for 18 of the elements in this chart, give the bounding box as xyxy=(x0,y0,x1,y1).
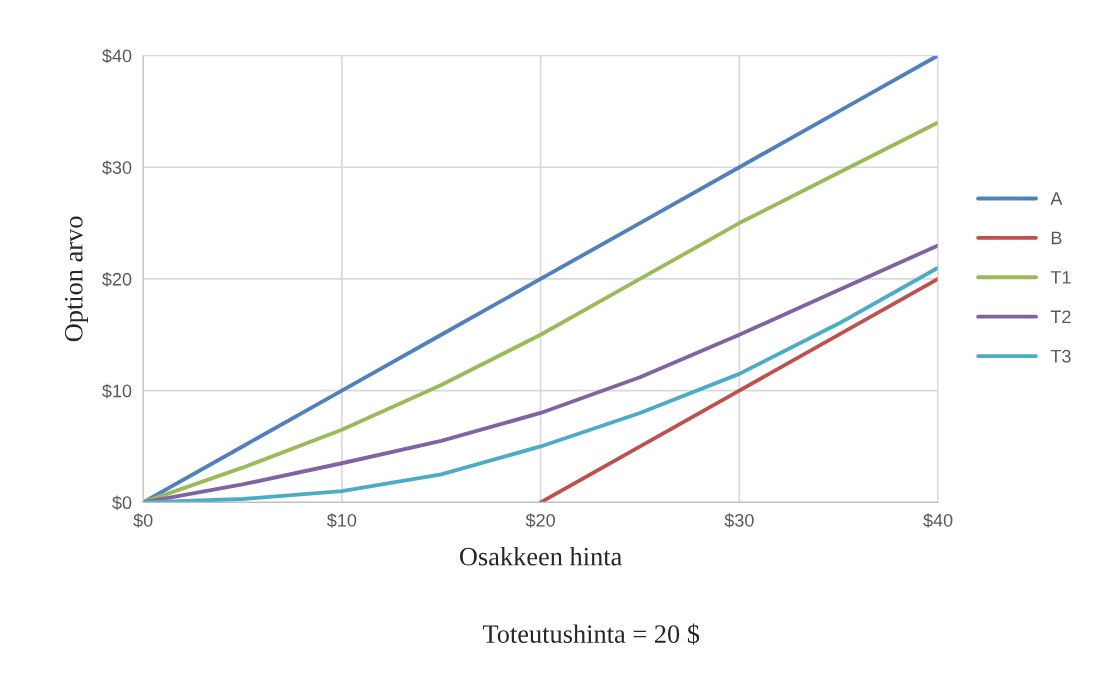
y-tick-label: $20 xyxy=(102,272,132,287)
x-tick-label: $40 xyxy=(923,513,953,528)
legend-label: T3 xyxy=(1050,349,1071,363)
y-tick-label: $10 xyxy=(102,383,132,399)
x-axis-title: Osakkeen hinta xyxy=(459,546,622,566)
x-tick-label: $0 xyxy=(133,513,153,528)
y-axis-title: Option arvo xyxy=(64,216,89,342)
y-tick-label: $40 xyxy=(102,48,132,64)
legend-label: B xyxy=(1051,231,1062,245)
y-tick-label: $0 xyxy=(112,495,132,511)
x-tick-label: $10 xyxy=(326,513,357,528)
legend-label: A xyxy=(1050,192,1063,205)
legend-label: T2 xyxy=(1050,310,1071,323)
x-tick-label: $20 xyxy=(525,513,555,528)
legend-label: T1 xyxy=(1050,271,1071,284)
y-tick-label: $30 xyxy=(102,160,132,176)
x-tick-label: $30 xyxy=(724,513,754,528)
text: Toteutushinta = 20 $ xyxy=(482,623,700,645)
